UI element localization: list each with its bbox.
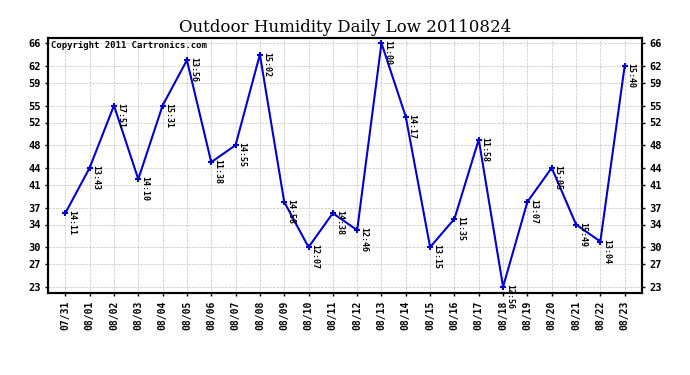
Text: 13:56: 13:56: [189, 57, 198, 82]
Text: 13:15: 13:15: [432, 244, 441, 269]
Text: 14:10: 14:10: [140, 176, 149, 201]
Text: 12:56: 12:56: [505, 284, 514, 309]
Text: 12:46: 12:46: [359, 227, 368, 252]
Text: 15:49: 15:49: [578, 222, 587, 247]
Title: Outdoor Humidity Daily Low 20110824: Outdoor Humidity Daily Low 20110824: [179, 19, 511, 36]
Text: 14:58: 14:58: [286, 199, 295, 224]
Text: 11:58: 11:58: [481, 136, 490, 162]
Text: 14:17: 14:17: [408, 114, 417, 139]
Text: 12:07: 12:07: [310, 244, 319, 269]
Text: 15:31: 15:31: [164, 103, 174, 128]
Text: 15:40: 15:40: [627, 63, 635, 88]
Text: 15:05: 15:05: [553, 165, 562, 190]
Text: 11:00: 11:00: [384, 40, 393, 65]
Text: 14:11: 14:11: [67, 210, 77, 236]
Text: 14:55: 14:55: [237, 142, 246, 167]
Text: 11:35: 11:35: [456, 216, 465, 241]
Text: 13:04: 13:04: [602, 238, 611, 264]
Text: 15:02: 15:02: [262, 52, 271, 76]
Text: 11:38: 11:38: [213, 159, 222, 184]
Text: 13:07: 13:07: [529, 199, 538, 224]
Text: 13:43: 13:43: [92, 165, 101, 190]
Text: Copyright 2011 Cartronics.com: Copyright 2011 Cartronics.com: [51, 41, 207, 50]
Text: 17:51: 17:51: [116, 103, 125, 128]
Text: 14:38: 14:38: [335, 210, 344, 236]
